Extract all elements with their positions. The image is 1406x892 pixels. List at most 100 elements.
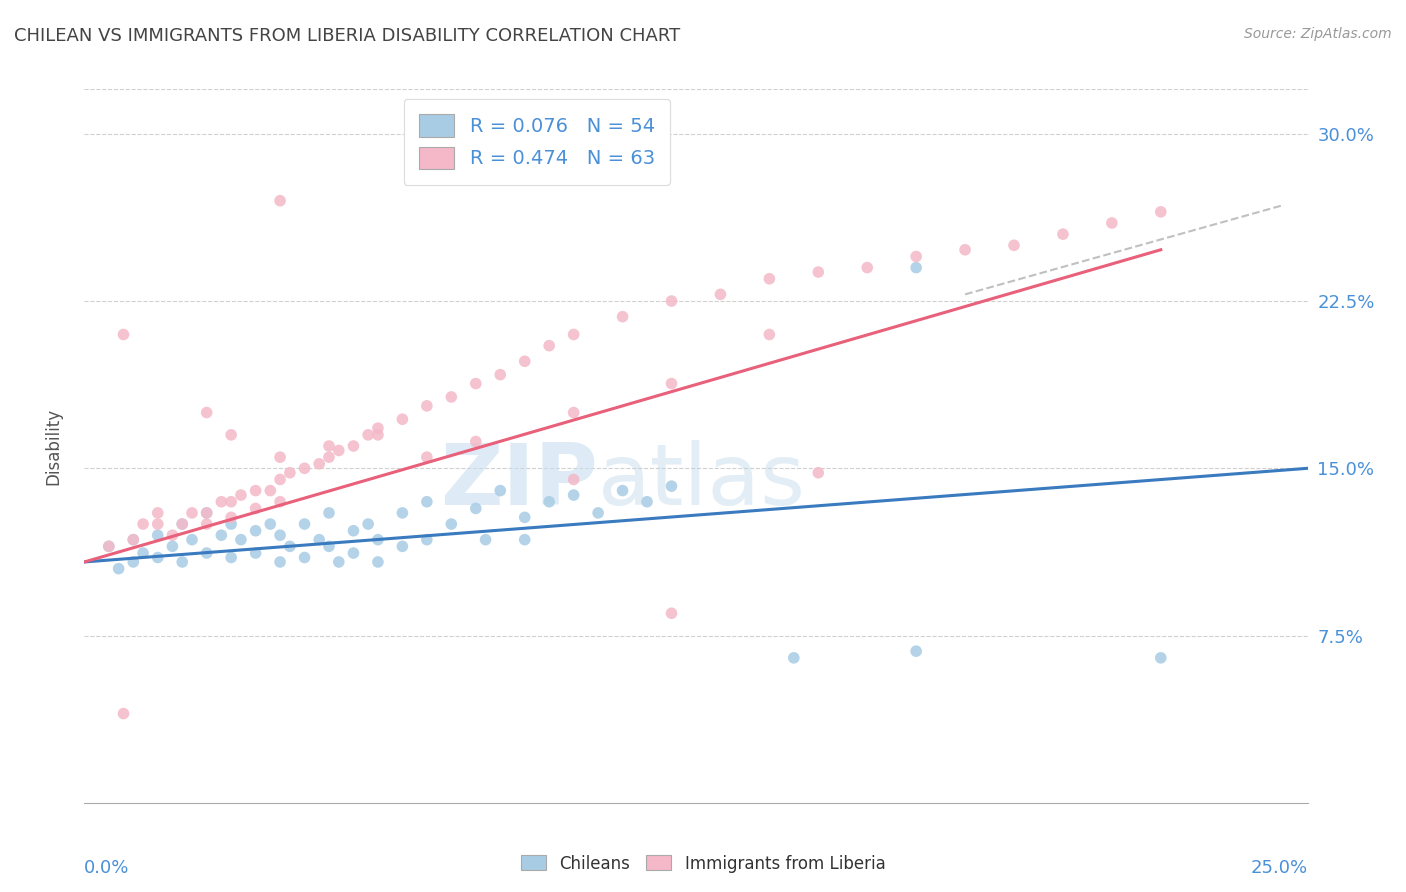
- Point: [318, 539, 340, 553]
- Point: [661, 607, 683, 621]
- Point: [1002, 238, 1025, 252]
- Point: [146, 517, 169, 532]
- Point: [269, 494, 291, 508]
- Point: [538, 338, 561, 352]
- Point: [905, 644, 928, 658]
- Point: [122, 555, 145, 569]
- Point: [122, 533, 145, 547]
- Point: [181, 506, 204, 520]
- Point: [416, 450, 439, 465]
- Point: [229, 533, 252, 547]
- Point: [112, 706, 135, 721]
- Point: [367, 555, 389, 569]
- Point: [661, 293, 683, 308]
- Point: [172, 555, 194, 569]
- Text: CHILEAN VS IMMIGRANTS FROM LIBERIA DISABILITY CORRELATION CHART: CHILEAN VS IMMIGRANTS FROM LIBERIA DISAB…: [14, 27, 681, 45]
- Point: [112, 327, 135, 342]
- Point: [807, 265, 830, 279]
- Point: [132, 517, 155, 532]
- Text: 25.0%: 25.0%: [1250, 858, 1308, 877]
- Point: [146, 550, 169, 565]
- Point: [278, 466, 301, 480]
- Point: [209, 528, 232, 542]
- Point: [783, 651, 806, 665]
- Point: [391, 506, 413, 520]
- Point: [97, 539, 120, 553]
- Point: [513, 510, 536, 524]
- Point: [612, 310, 634, 324]
- Point: [391, 412, 413, 426]
- Point: [342, 524, 364, 538]
- Point: [278, 539, 301, 553]
- Point: [758, 271, 780, 285]
- Legend: Chileans, Immigrants from Liberia: Chileans, Immigrants from Liberia: [513, 848, 893, 880]
- Point: [513, 533, 536, 547]
- Point: [318, 439, 340, 453]
- Point: [562, 473, 585, 487]
- Point: [195, 405, 218, 420]
- Point: [758, 327, 780, 342]
- Point: [416, 494, 439, 508]
- Point: [97, 539, 120, 553]
- Point: [489, 368, 512, 382]
- Point: [195, 506, 218, 520]
- Point: [181, 533, 204, 547]
- Point: [269, 528, 291, 542]
- Point: [636, 494, 658, 508]
- Point: [318, 506, 340, 520]
- Point: [219, 510, 242, 524]
- Point: [318, 450, 340, 465]
- Point: [357, 517, 380, 532]
- Point: [328, 555, 350, 569]
- Point: [269, 555, 291, 569]
- Point: [245, 524, 267, 538]
- Point: [122, 533, 145, 547]
- Point: [172, 517, 194, 532]
- Point: [416, 399, 439, 413]
- Point: [661, 376, 683, 391]
- Point: [259, 517, 281, 532]
- Point: [391, 539, 413, 553]
- Point: [562, 327, 585, 342]
- Point: [245, 501, 267, 516]
- Point: [269, 194, 291, 208]
- Point: [709, 287, 731, 301]
- Text: Source: ZipAtlas.com: Source: ZipAtlas.com: [1244, 27, 1392, 41]
- Point: [107, 562, 129, 576]
- Point: [342, 546, 364, 560]
- Point: [162, 528, 184, 542]
- Point: [219, 427, 242, 442]
- Point: [1150, 651, 1173, 665]
- Point: [538, 494, 561, 508]
- Point: [562, 488, 585, 502]
- Point: [562, 405, 585, 420]
- Point: [294, 517, 316, 532]
- Point: [1150, 204, 1173, 219]
- Point: [464, 376, 486, 391]
- Point: [367, 421, 389, 435]
- Point: [367, 427, 389, 442]
- Point: [586, 506, 609, 520]
- Point: [513, 354, 536, 368]
- Text: ZIP: ZIP: [440, 440, 598, 524]
- Point: [219, 494, 242, 508]
- Point: [172, 517, 194, 532]
- Point: [269, 450, 291, 465]
- Point: [195, 546, 218, 560]
- Point: [905, 260, 928, 275]
- Point: [259, 483, 281, 498]
- Point: [229, 488, 252, 502]
- Text: atlas: atlas: [598, 440, 806, 524]
- Point: [269, 473, 291, 487]
- Point: [856, 260, 879, 275]
- Point: [440, 390, 463, 404]
- Point: [308, 533, 330, 547]
- Point: [474, 533, 496, 547]
- Point: [661, 479, 683, 493]
- Point: [195, 517, 218, 532]
- Point: [357, 427, 380, 442]
- Point: [328, 443, 350, 458]
- Point: [416, 533, 439, 547]
- Text: 0.0%: 0.0%: [84, 858, 129, 877]
- Point: [294, 461, 316, 475]
